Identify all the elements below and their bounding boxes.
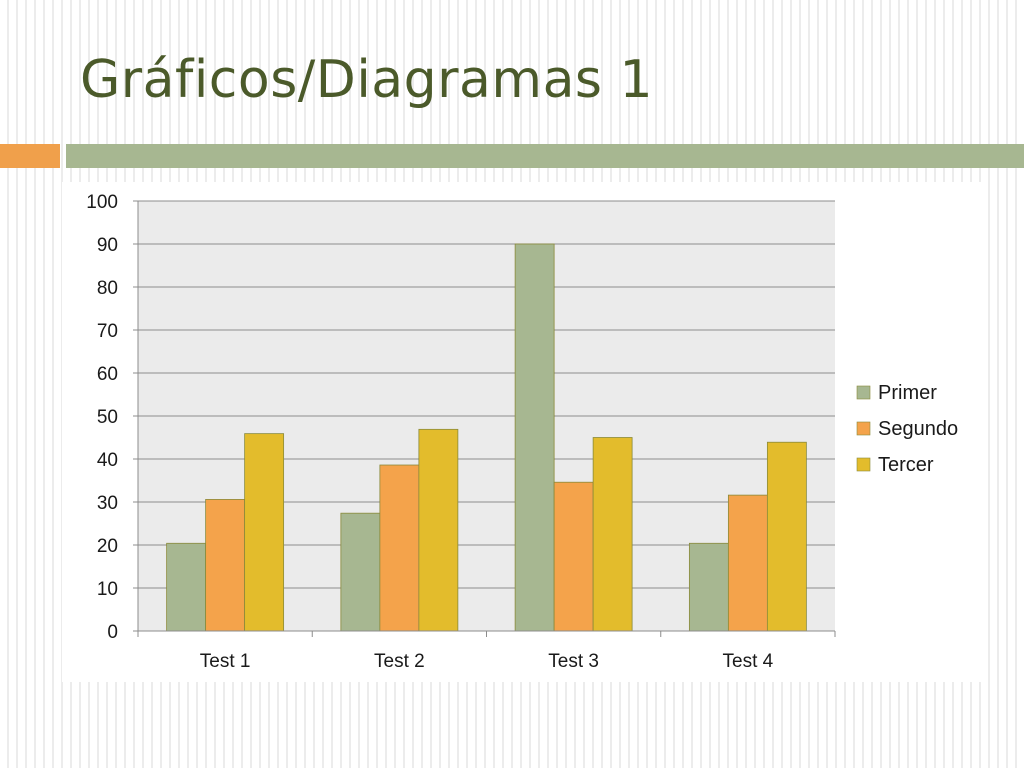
y-tick-label: 80 xyxy=(97,278,118,299)
accent-bar-green xyxy=(66,144,1024,168)
chart-area: 0 10 20 30 40 50 60 70 80 90 100 Test 1 Test 2 Test … xyxy=(62,182,982,682)
bar-tercer-1 xyxy=(244,433,285,632)
legend-swatch-primer xyxy=(856,385,871,400)
legend-swatch-segundo xyxy=(856,421,871,436)
bar-tercer-3 xyxy=(592,437,633,632)
y-tick-label: 90 xyxy=(97,235,118,256)
slide-title: Gráficos/Diagramas 1 xyxy=(80,50,654,110)
bar-tercer-2 xyxy=(418,428,459,632)
bars xyxy=(166,243,807,632)
x-axis-ticks: Test 1 Test 2 Test 3 Test 4 xyxy=(137,631,836,672)
legend-label-segundo: Segundo xyxy=(878,418,958,440)
y-tick-label: 10 xyxy=(97,579,118,600)
x-tick-label: Test 3 xyxy=(548,651,599,672)
y-tick-label: 70 xyxy=(97,321,118,342)
bar-primer-2 xyxy=(340,512,381,632)
x-tick-label: Test 1 xyxy=(200,651,251,672)
legend-label-tercer: Tercer xyxy=(878,454,934,476)
y-tick-label: 100 xyxy=(86,192,118,213)
y-tick-label: 60 xyxy=(97,364,118,385)
bar-segundo-4 xyxy=(727,494,768,632)
x-tick-label: Test 4 xyxy=(723,651,774,672)
bar-segundo-1 xyxy=(205,499,246,632)
bar-tercer-4 xyxy=(766,441,807,632)
legend-swatch-tercer xyxy=(856,457,871,472)
accent-bar-orange xyxy=(0,144,60,168)
bar-segundo-2 xyxy=(379,464,420,632)
bar-primer-1 xyxy=(166,542,207,632)
y-tick-label: 40 xyxy=(97,450,118,471)
y-tick-label: 0 xyxy=(107,622,118,643)
y-tick-label: 30 xyxy=(97,493,118,514)
legend: Primer Segundo Tercer xyxy=(856,382,958,476)
bar-segundo-3 xyxy=(553,481,594,632)
y-tick-label: 20 xyxy=(97,536,118,557)
bar-primer-4 xyxy=(688,542,729,632)
y-axis-ticks: 0 10 20 30 40 50 60 70 80 90 100 xyxy=(86,192,138,643)
x-tick-label: Test 2 xyxy=(374,651,425,672)
y-tick-label: 50 xyxy=(97,407,118,428)
bar-primer-3 xyxy=(514,243,555,632)
legend-label-primer: Primer xyxy=(878,382,937,404)
